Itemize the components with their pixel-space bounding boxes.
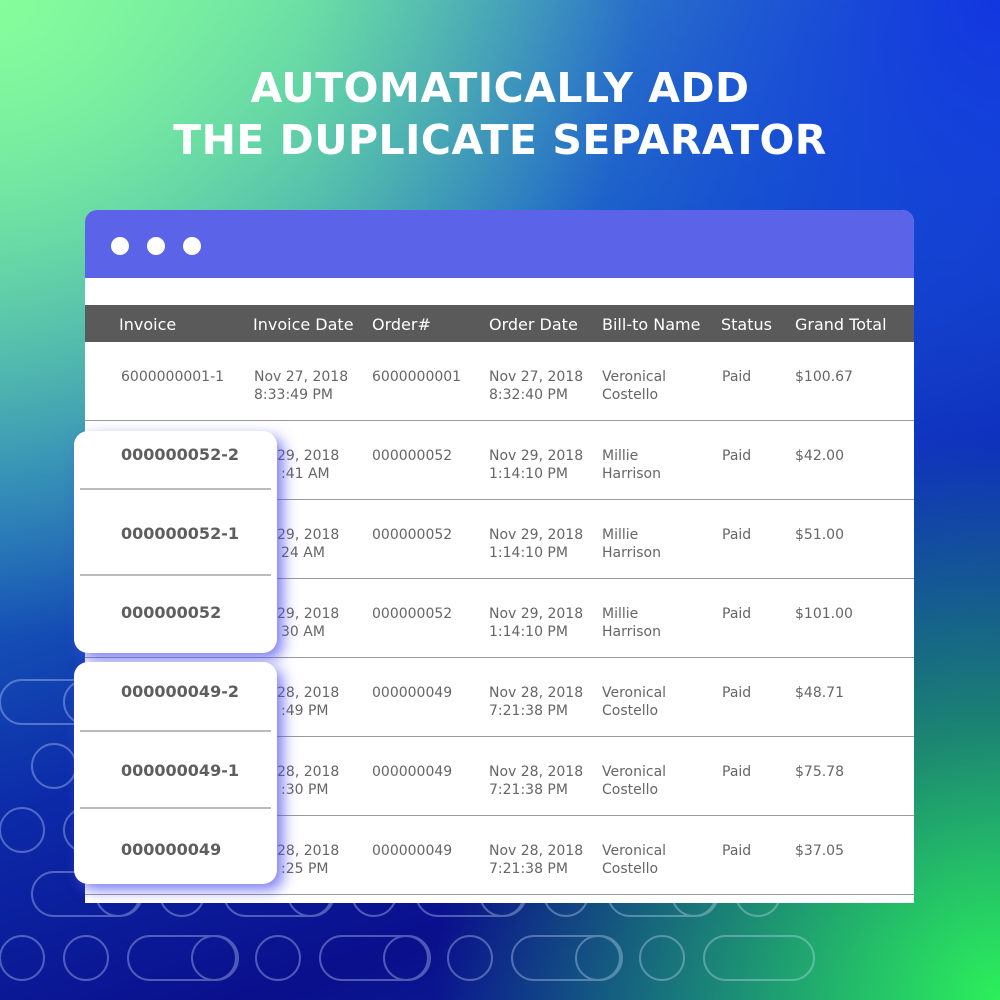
status-cell: Paid <box>722 685 752 701</box>
window-control-dot[interactable] <box>147 237 165 255</box>
headline: AUTOMATICALLY ADD THE DUPLICATE SEPARATO… <box>0 62 1000 166</box>
grand-total-cell: $42.00 <box>795 448 844 464</box>
invoice-date-cell: 28, 2018:30 PM <box>277 764 340 798</box>
bill-to-name-cell: Veronical Costello <box>602 369 667 403</box>
headline-line-2: THE DUPLICATE SEPARATOR <box>173 116 827 164</box>
order-date-cell: Nov 29, 2018 1:14:10 PM <box>489 448 584 482</box>
column-header[interactable]: Grand Total <box>795 315 887 334</box>
bill-to-name-cell: Millie Harrison <box>602 448 661 482</box>
grand-total-cell: $51.00 <box>795 527 844 543</box>
order-date-cell: Nov 29, 2018 1:14:10 PM <box>489 606 584 640</box>
bill-to-name-cell: Millie Harrison <box>602 606 661 640</box>
grand-total-cell: $101.00 <box>795 606 853 622</box>
invoice-date-cell: Nov 27, 2018 8:33:49 PM <box>254 369 349 403</box>
invoice-cell: 6000000001-1 <box>121 369 225 385</box>
bill-to-name-cell: Millie Harrison <box>602 527 661 561</box>
invoice-date-cell: 29, 2018 24 AM <box>277 527 340 561</box>
window-control-dot[interactable] <box>111 237 129 255</box>
invoice-date-cell: 28, 2018:49 PM <box>277 685 340 719</box>
bill-to-name-cell: Veronical Costello <box>602 764 667 798</box>
table-row[interactable]: 28, 2018:25 PM 000000049 Nov 28, 2018 7:21:… <box>85 816 914 895</box>
grand-total-cell: $48.71 <box>795 685 844 701</box>
separator <box>80 807 271 809</box>
status-cell: Paid <box>722 764 752 780</box>
order-date-cell: Nov 29, 2018 1:14:10 PM <box>489 527 584 561</box>
column-header[interactable]: Order Date <box>489 315 578 334</box>
bill-to-name-cell: Veronical Costello <box>602 685 667 719</box>
headline-line-1: AUTOMATICALLY ADD <box>250 64 750 112</box>
order-cell: 000000052 <box>372 606 453 622</box>
table-row[interactable]: 29, 2018 30 AM 000000052 Nov 29, 2018 1:14:1… <box>85 579 914 658</box>
table-row[interactable]: 29, 2018:41 AM 000000052 Nov 29, 2018 1:14:… <box>85 421 914 500</box>
table-row[interactable]: 29, 2018 24 AM 000000052 Nov 29, 2018 1:14:1… <box>85 500 914 579</box>
order-cell: 6000000001 <box>372 369 462 385</box>
order-cell: 000000052 <box>372 527 453 543</box>
separator <box>80 488 271 490</box>
table-header: Invoice Invoice Date Order# Order Date B… <box>85 305 914 342</box>
status-cell: Paid <box>722 527 752 543</box>
grand-total-cell: $75.78 <box>795 764 844 780</box>
order-cell: 000000052 <box>372 448 453 464</box>
separator <box>80 574 271 576</box>
table-row[interactable]: 28, 2018:30 PM 000000049 Nov 28, 2018 7:21:… <box>85 737 914 816</box>
title-bar <box>85 210 914 278</box>
column-header[interactable]: Bill-to Name <box>602 315 701 334</box>
order-date-cell: Nov 27, 2018 8:32:40 PM <box>489 369 584 403</box>
window-control-dot[interactable] <box>183 237 201 255</box>
order-date-cell: Nov 28, 2018 7:21:38 PM <box>489 843 584 877</box>
order-date-cell: Nov 28, 2018 7:21:38 PM <box>489 685 584 719</box>
order-cell: 000000049 <box>372 685 453 701</box>
table-row[interactable]: 28, 2018:49 PM 000000049 Nov 28, 2018 7:21:… <box>85 658 914 737</box>
column-header[interactable]: Order# <box>372 315 431 334</box>
order-date-cell: Nov 28, 2018 7:21:38 PM <box>489 764 584 798</box>
status-cell: Paid <box>722 843 752 859</box>
duplicate-group-card: 000000049-2 000000049-1 000000049 <box>74 662 277 884</box>
bill-to-name-cell: Veronical Costello <box>602 843 667 877</box>
invoice-date-cell: 29, 2018 30 AM <box>277 606 340 640</box>
invoice-date-cell: 28, 2018:25 PM <box>277 843 340 877</box>
status-cell: Paid <box>722 606 752 622</box>
order-cell: 000000049 <box>372 764 453 780</box>
column-header[interactable]: Invoice Date <box>253 315 354 334</box>
status-cell: Paid <box>722 369 752 385</box>
status-cell: Paid <box>722 448 752 464</box>
column-header[interactable]: Status <box>721 315 772 334</box>
duplicate-group-card: 000000052-2 000000052-1 000000052 <box>74 431 277 653</box>
table-row[interactable]: 6000000001-1 Nov 27, 2018 8:33:49 PM 600000… <box>85 342 914 421</box>
separator <box>80 730 271 732</box>
order-cell: 000000049 <box>372 843 453 859</box>
grand-total-cell: $37.05 <box>795 843 844 859</box>
invoice-date-cell: 29, 2018:41 AM <box>277 448 340 482</box>
grand-total-cell: $100.67 <box>795 369 853 385</box>
column-header[interactable]: Invoice <box>119 315 177 334</box>
